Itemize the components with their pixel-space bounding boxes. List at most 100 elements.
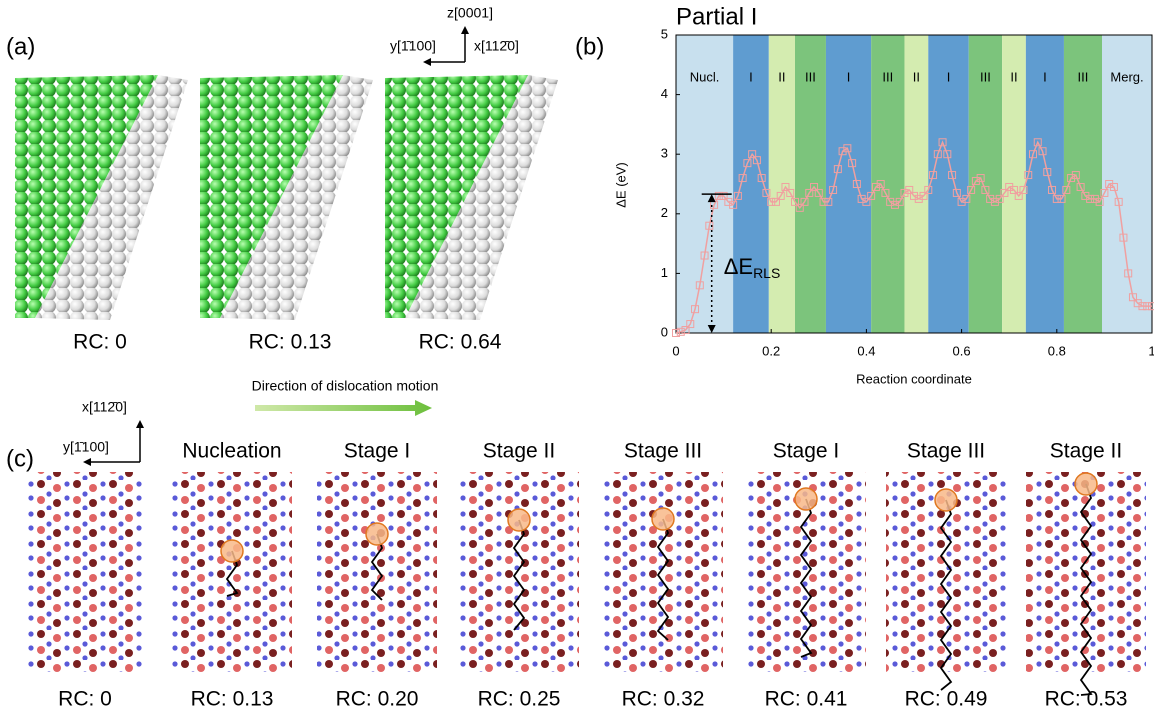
point — [819, 197, 828, 206]
point — [738, 174, 747, 183]
caption: RC: 0 — [58, 688, 112, 711]
point — [1033, 138, 1042, 147]
axis-label: z[0001] — [447, 5, 493, 21]
x-axis-label: Reaction coordinate — [856, 371, 972, 386]
point — [1148, 302, 1154, 311]
lattice — [459, 472, 579, 672]
point — [1090, 194, 1099, 203]
point — [1114, 197, 1123, 206]
axis-label: x[112̄0] — [82, 399, 127, 415]
point — [843, 144, 852, 153]
point — [895, 197, 904, 206]
region-label: Merg. — [1110, 69, 1143, 84]
point — [1048, 185, 1057, 194]
y-tick-label: 3 — [661, 146, 668, 161]
point — [795, 203, 804, 212]
caption: RC: 0.41 — [765, 688, 848, 711]
point — [733, 191, 742, 200]
point — [910, 191, 918, 200]
point — [1019, 185, 1028, 194]
point — [786, 188, 795, 197]
stage-title: Stage II — [1050, 440, 1122, 463]
region — [1063, 35, 1103, 333]
point — [929, 171, 938, 180]
point — [971, 177, 980, 186]
dislocation-line — [370, 533, 384, 601]
dislocation-line — [656, 518, 670, 641]
caption: RC: 0.13 — [191, 688, 274, 711]
caption: RC: 0.20 — [336, 688, 419, 711]
point — [981, 185, 990, 194]
point — [705, 221, 714, 230]
point — [686, 320, 695, 329]
dislocation-line — [799, 498, 813, 658]
point — [1043, 168, 1052, 177]
point — [1143, 302, 1152, 311]
point — [1057, 194, 1066, 203]
y-tick-label: 2 — [661, 205, 668, 220]
rls-sub: RLS — [753, 265, 780, 281]
caption: RC: 0.53 — [1045, 688, 1128, 711]
region — [1025, 35, 1064, 333]
point — [719, 191, 728, 200]
point — [900, 188, 909, 197]
point — [867, 191, 876, 200]
panel-label: (c) — [6, 445, 34, 472]
point — [933, 150, 942, 159]
point — [1105, 180, 1114, 188]
point — [962, 194, 971, 203]
region-label: II — [1010, 69, 1017, 84]
point — [752, 156, 761, 165]
point — [1109, 182, 1118, 191]
point — [852, 180, 861, 188]
point — [876, 180, 885, 188]
x-tick-label: 0.4 — [857, 343, 875, 358]
point — [1071, 171, 1080, 180]
point — [957, 197, 966, 206]
point — [1024, 171, 1033, 180]
region-label: Nucl. — [690, 69, 720, 84]
caption: RC: 0.13 — [249, 331, 332, 354]
point — [762, 188, 771, 197]
point — [924, 185, 933, 194]
point — [729, 200, 738, 209]
point — [1029, 150, 1037, 159]
white-atoms — [220, 75, 373, 320]
region-label: I — [1043, 69, 1047, 84]
caption: RC: 0.32 — [622, 688, 705, 711]
stage-title: Stage II — [483, 440, 555, 463]
green-atoms — [200, 75, 343, 318]
region — [676, 35, 734, 333]
dislocation-core — [934, 488, 958, 512]
y-tick-label: 0 — [661, 324, 668, 339]
dislocation-core — [220, 539, 244, 563]
point — [1076, 182, 1085, 191]
panel-label: (a) — [6, 33, 35, 60]
caption: RC: 0 — [73, 331, 127, 354]
point — [1000, 188, 1009, 197]
region-label: I — [947, 69, 951, 84]
region-label: III — [882, 69, 893, 84]
point — [695, 281, 704, 290]
arrow-head — [423, 26, 469, 66]
chart-title: Partial I — [676, 3, 757, 30]
x-tick-label: 0 — [672, 343, 679, 358]
dislocation-line — [512, 519, 526, 631]
region-label: I — [749, 69, 753, 84]
region — [928, 35, 969, 333]
point — [995, 194, 1004, 203]
point — [905, 185, 914, 194]
arrow-head — [83, 420, 144, 466]
axis-label: y[1̄100] — [390, 38, 436, 54]
rls-main: ΔE — [724, 254, 753, 279]
point — [1124, 269, 1133, 278]
lattice — [25, 472, 145, 672]
point — [1095, 197, 1104, 206]
axis-label: y[1̄100] — [63, 439, 109, 455]
caption: RC: 0.25 — [478, 688, 561, 711]
region — [904, 35, 929, 333]
point — [952, 188, 961, 197]
point — [781, 182, 790, 191]
point — [691, 305, 700, 314]
